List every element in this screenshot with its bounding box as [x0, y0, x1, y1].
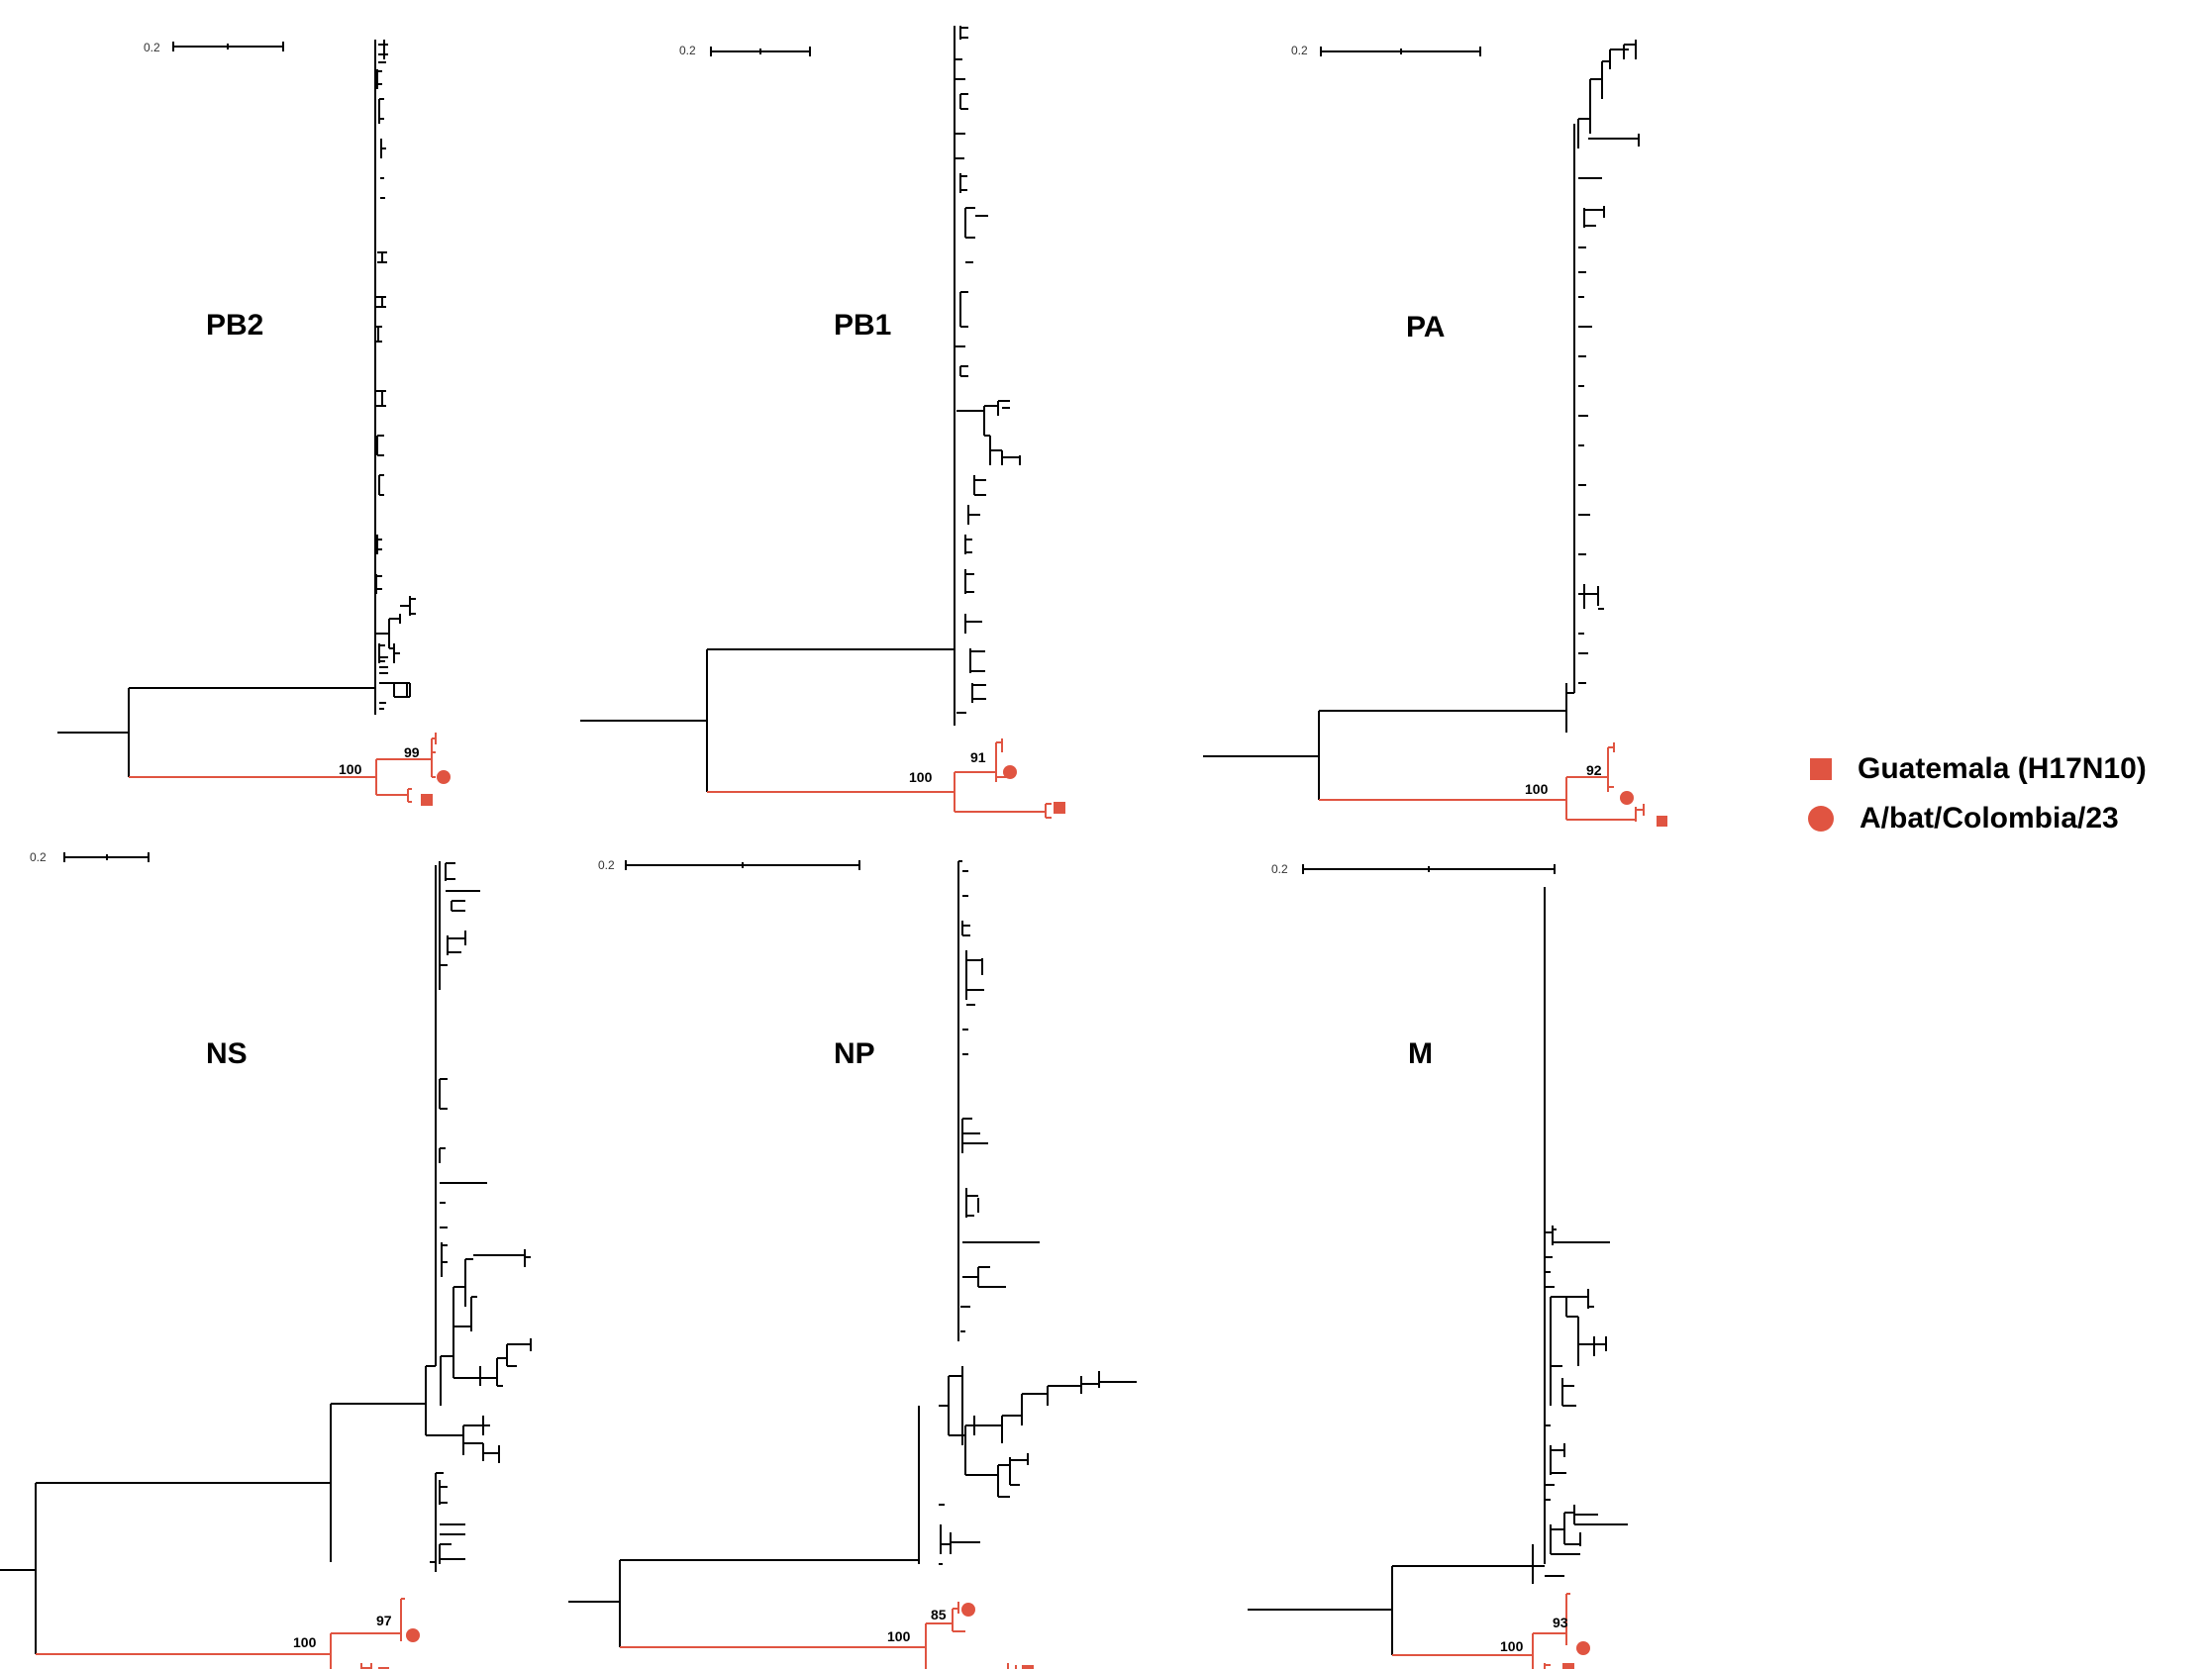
panel-title: NS [206, 1037, 248, 1070]
tree-branches [568, 860, 1137, 1647]
bootstrap-inner: 93 [1553, 1615, 1568, 1630]
scale-label: 0.2 [1291, 44, 1308, 57]
highlight-clade [620, 1602, 1017, 1669]
highlight-clade [707, 738, 1052, 819]
scale-label: 0.2 [598, 858, 615, 872]
colombia-marker [406, 1628, 420, 1642]
tree-branches [0, 861, 532, 1654]
bootstrap-outgroup: 100 [1525, 781, 1549, 797]
panel-title: M [1408, 1037, 1433, 1070]
tree-panel-m: 0.2 M 100 93 [1248, 862, 1628, 1669]
legend: Guatemala (H17N10) A/bat/Colombia/23 [1802, 744, 2147, 843]
bootstrap-outgroup: 100 [887, 1628, 911, 1644]
guatemala-marker [1562, 1663, 1574, 1669]
legend-label-guatemala: Guatemala (H17N10) [1858, 752, 2147, 785]
tree-panel-pb1: 0.2 PB1 100 91 [580, 26, 1065, 819]
scale-label: 0.2 [144, 41, 160, 54]
legend-item-guatemala: Guatemala (H17N10) [1802, 744, 2147, 794]
colombia-marker [1620, 791, 1634, 805]
panel-title: PB1 [834, 309, 891, 342]
guatemala-marker [1054, 802, 1065, 814]
bootstrap-outgroup: 100 [909, 769, 933, 785]
colombia-marker [1576, 1641, 1590, 1655]
tree-panel-pb2: 0.2 PB2 100 99 [57, 40, 451, 806]
tree-branches [1248, 887, 1628, 1655]
legend-label-colombia: A/bat/Colombia/23 [1860, 802, 2119, 834]
colombia-marker [961, 1603, 975, 1617]
guatemala-marker [1022, 1665, 1034, 1669]
circle-marker-icon [1808, 806, 1834, 832]
scale-bar: 0.2 [30, 850, 150, 864]
square-marker-icon [1810, 758, 1832, 780]
scale-label: 0.2 [679, 44, 696, 57]
tree-panel-ns: 0.2 NS 100 97 [0, 850, 532, 1669]
tree-panel-np: 0.2 NP 100 85 [568, 858, 1137, 1669]
tree-branches [57, 40, 416, 777]
scale-bar: 0.2 [1271, 862, 1556, 876]
highlight-clade [1392, 1593, 1570, 1669]
colombia-marker [437, 770, 451, 784]
scale-bar: 0.2 [1291, 44, 1481, 57]
scale-bar: 0.2 [679, 44, 811, 57]
bootstrap-outgroup: 100 [1500, 1638, 1524, 1654]
panel-title: PB2 [206, 309, 263, 342]
legend-item-colombia: A/bat/Colombia/23 [1802, 794, 2147, 843]
scale-label: 0.2 [1271, 862, 1288, 876]
highlight-clade [1319, 742, 1645, 822]
guatemala-marker [378, 1667, 389, 1669]
bootstrap-inner: 97 [376, 1613, 392, 1628]
bootstrap-inner: 91 [970, 749, 986, 765]
tree-branches [1203, 40, 1640, 800]
scale-bar: 0.2 [598, 858, 860, 872]
bootstrap-inner: 85 [931, 1607, 947, 1622]
bootstrap-outgroup: 100 [293, 1634, 317, 1650]
guatemala-marker [1657, 816, 1667, 827]
panel-title: NP [834, 1037, 875, 1070]
scale-label: 0.2 [30, 850, 47, 864]
bootstrap-outgroup: 100 [339, 761, 362, 777]
bootstrap-inner: 92 [1586, 762, 1602, 778]
tree-branches [580, 26, 1021, 792]
bootstrap-inner: 99 [404, 744, 420, 760]
highlight-clade [129, 733, 437, 803]
tree-panel-pa: 0.2 PA 100 92 [1203, 40, 1667, 827]
scale-bar: 0.2 [144, 41, 284, 54]
highlight-clade [36, 1598, 405, 1669]
colombia-marker [1003, 765, 1017, 779]
guatemala-marker [421, 794, 433, 806]
panel-title: PA [1406, 311, 1445, 344]
